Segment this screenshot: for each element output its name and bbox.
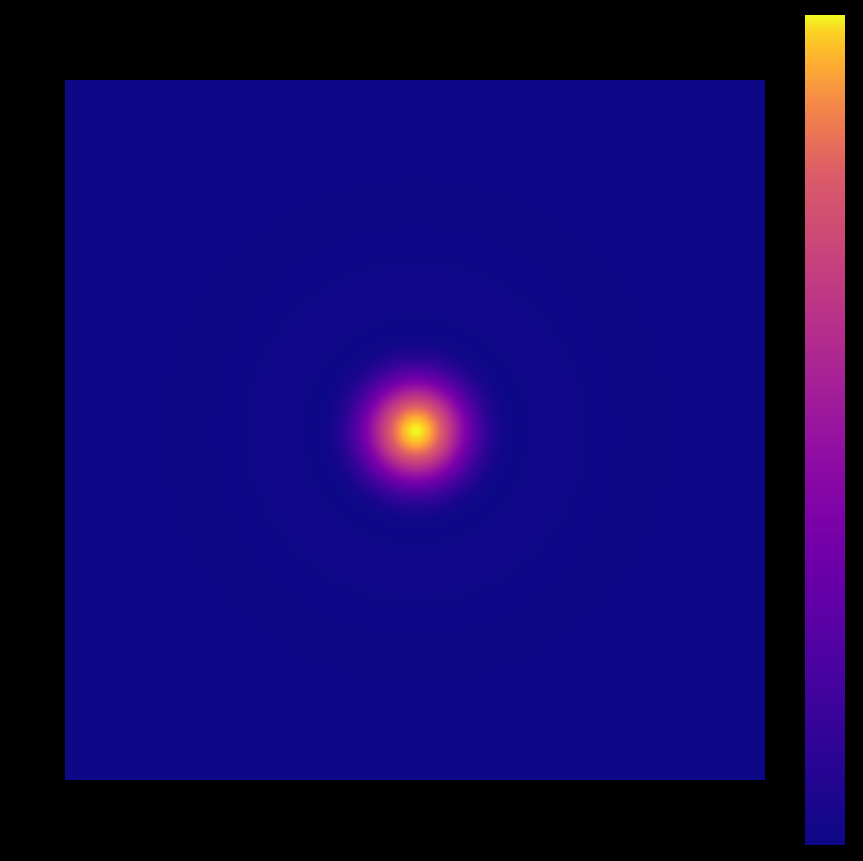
colorbar (805, 15, 845, 845)
airy-pattern-heatmap (65, 80, 765, 780)
figure-container (0, 0, 863, 861)
